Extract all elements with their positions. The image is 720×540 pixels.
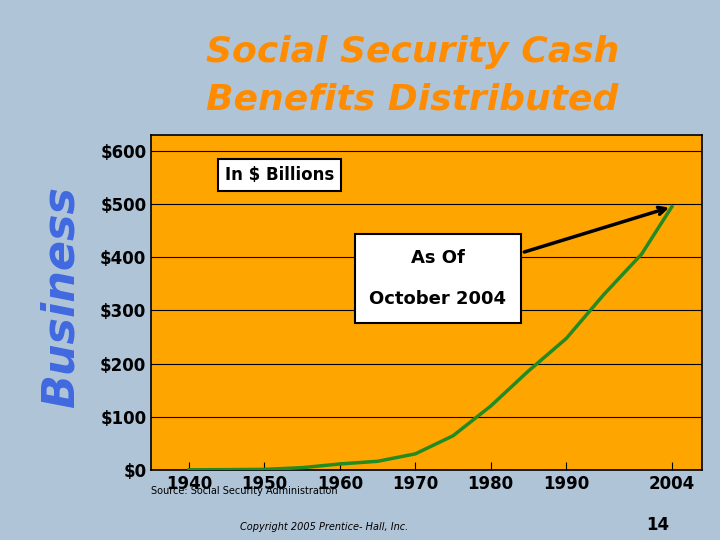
Text: Business: Business — [40, 186, 83, 408]
Text: Social Security Cash: Social Security Cash — [205, 35, 619, 69]
Text: 14: 14 — [647, 516, 670, 534]
Text: As Of

October 2004: As Of October 2004 — [369, 207, 665, 308]
Text: Copyright 2005 Prentice- Hall, Inc.: Copyright 2005 Prentice- Hall, Inc. — [240, 522, 408, 532]
Text: In $ Billions: In $ Billions — [225, 166, 334, 184]
Text: Source: Social Security Administration: Source: Social Security Administration — [151, 486, 338, 496]
Text: Benefits Distributed: Benefits Distributed — [206, 83, 618, 116]
